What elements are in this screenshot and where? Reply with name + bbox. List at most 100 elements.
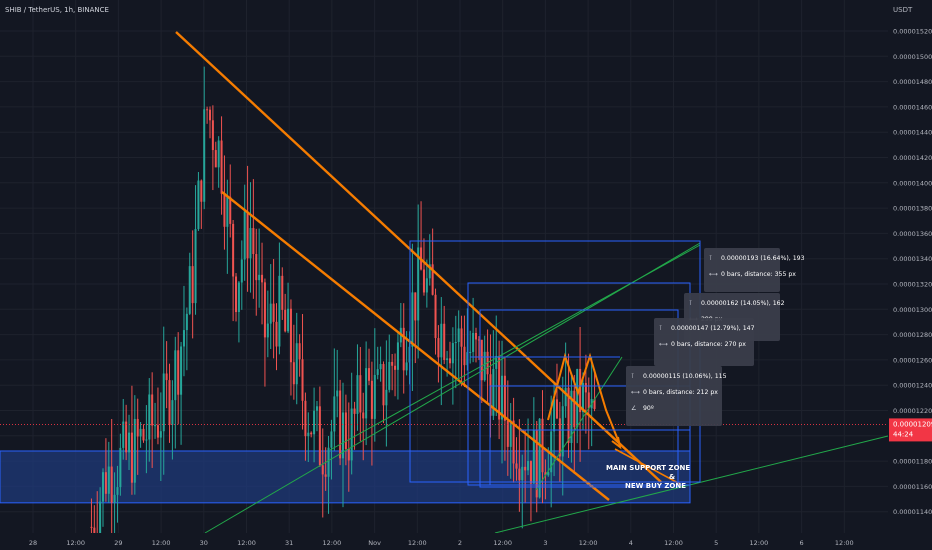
arrow-to-zone [614, 448, 681, 485]
candle-body [553, 399, 556, 432]
candle-body [168, 380, 171, 425]
current-price-badge: 0.00001209 44:24 [889, 418, 932, 442]
trendline-lower [221, 191, 610, 501]
time-tick-label: Nov [368, 539, 381, 547]
measure-box[interactable]: ⊺ 0.00000193 (16.64%), 193 ⟷ 0 bars, distan… [704, 248, 805, 292]
candle-body [414, 292, 417, 321]
candle-body [269, 303, 272, 324]
price-tick-label: 0.00001320 [893, 281, 932, 289]
price-tick-label: 0.00001300 [893, 306, 932, 314]
candle-body [368, 368, 371, 381]
candle-body [425, 278, 428, 293]
candle-body [249, 228, 252, 259]
measure-tools[interactable]: ⊺ 0.00000193 (16.64%), 193⟷ 0 bars, distan… [626, 248, 805, 426]
measure-icon: ⊺ [631, 373, 634, 380]
axis-currency: USDT [893, 6, 913, 14]
candle-body [477, 339, 480, 341]
candle-body [515, 463, 518, 469]
candle-body [512, 420, 515, 464]
candle-body [529, 461, 532, 484]
candle-body [480, 339, 483, 381]
price-tick-label: 0.00001260 [893, 356, 932, 364]
price-tick-label: 0.00001400 [893, 179, 932, 187]
candle-body [208, 109, 212, 121]
candle-body [440, 323, 443, 358]
candle-body [460, 328, 463, 347]
candle-body [527, 461, 530, 471]
time-tick-label: 12:00 [237, 539, 256, 547]
candle-body [258, 274, 261, 281]
candle-body [101, 472, 105, 502]
candle-body [451, 343, 454, 364]
candle-body [130, 432, 133, 483]
candle-body [223, 193, 226, 227]
measure-box[interactable]: ⊺ 0.00000147 (12.79%), 147 ⟷ 0 bars, distan… [654, 318, 755, 366]
candle-body [573, 390, 576, 428]
measure-icon: ⊺ [709, 255, 712, 262]
candle-body [579, 368, 582, 413]
measure-text: 0.00000115 (10.06%), 115 [643, 373, 727, 380]
candle-body [550, 431, 553, 473]
time-tick-label: 12:00 [750, 539, 769, 547]
chart-title: SHIB / TetherUS, 1h, BINANCE [5, 6, 109, 14]
candle-body [376, 369, 379, 375]
candle-body [289, 308, 292, 363]
price-tick-label: 0.00001460 [893, 103, 932, 111]
candle-body [142, 428, 145, 441]
candle-body [310, 432, 313, 435]
candle-body [422, 269, 425, 293]
candle-body [347, 449, 350, 461]
candle-body [370, 380, 373, 419]
candle-body [229, 196, 232, 224]
candle-body [431, 264, 434, 295]
candle-body [298, 343, 301, 360]
time-tick-label: 2 [458, 539, 462, 547]
candle-body [492, 368, 495, 416]
candle-body [154, 425, 157, 427]
price-tick-label: 0.00001440 [893, 129, 932, 137]
time-axis[interactable] [0, 533, 932, 550]
measure-text: 0.00000162 (14.05%), 162 [701, 300, 785, 307]
price-axis[interactable] [888, 0, 932, 550]
candle-body [220, 140, 223, 194]
candle-body [110, 466, 113, 503]
candle-body [587, 392, 590, 409]
current-price-value: 0.00001209 [893, 420, 932, 428]
candle-body [122, 421, 125, 448]
candle-body [359, 375, 362, 413]
candle-body [206, 109, 209, 111]
measure-text: 0 bars, distance: 212 px [643, 389, 718, 396]
candle-body [313, 410, 316, 435]
candle-body [128, 432, 131, 453]
candle-body [304, 400, 307, 437]
time-tick-label: 29 [114, 539, 122, 547]
candle-body [350, 408, 353, 461]
candle-body [217, 140, 220, 168]
candle-body [365, 368, 368, 419]
candle-body [321, 465, 324, 475]
candle-body [182, 330, 185, 347]
candle-body [174, 350, 177, 401]
candle-body [177, 350, 180, 395]
candle-body [339, 390, 342, 459]
time-tick-label: 12:00 [664, 539, 683, 547]
candle-body [139, 428, 142, 437]
candle-body [443, 323, 446, 360]
candle-body [547, 472, 550, 476]
time-tick-label: 4 [629, 539, 633, 547]
candle-body [171, 400, 174, 425]
candle-body [518, 468, 521, 481]
trendline-green-3 [494, 435, 889, 534]
time-tick-label: 12:00 [152, 539, 171, 547]
zone-label-new-buy: NEW BUY ZONE [625, 482, 686, 490]
candle-body [394, 365, 397, 370]
trendline-upper [175, 31, 662, 483]
candle-body [287, 308, 290, 332]
candle-body [558, 418, 561, 457]
price-tick-label: 0.00001420 [893, 154, 932, 162]
trendline-green-2 [329, 244, 701, 451]
zone-label-main-support: MAIN SUPPORT ZONE [606, 464, 690, 472]
measure-box[interactable]: ⊺ 0.00000115 (10.06%), 115 ⟷ 0 bars, distan… [626, 366, 727, 426]
candle-body [185, 313, 188, 331]
